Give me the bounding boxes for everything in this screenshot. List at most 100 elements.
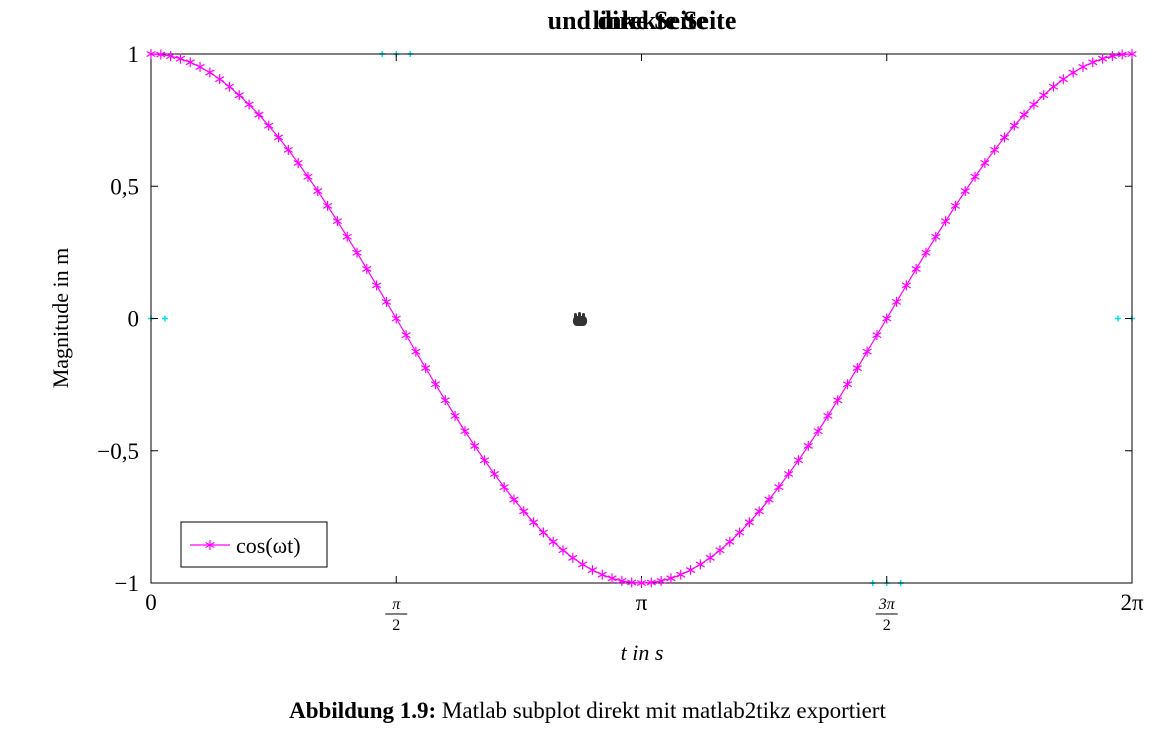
data-point — [774, 482, 784, 493]
data-point — [666, 573, 676, 584]
data-point — [607, 573, 617, 584]
data-point — [1097, 53, 1108, 64]
data-point — [636, 578, 647, 588]
data-point — [1068, 67, 1078, 78]
data-point — [764, 494, 774, 505]
data-point — [509, 494, 519, 505]
data-point — [558, 545, 568, 556]
data-point — [411, 346, 421, 357]
data-point — [950, 200, 961, 211]
x-tick-label: 0 — [145, 590, 157, 615]
data-point — [362, 263, 372, 274]
data-point — [470, 440, 480, 451]
data-point — [332, 216, 343, 227]
data-point — [656, 575, 666, 586]
data-point — [597, 569, 607, 580]
data-point — [1019, 109, 1029, 120]
plot-frame — [150, 53, 1133, 584]
data-point — [519, 506, 529, 517]
chart-title-overlay: linke Seite — [593, 6, 708, 35]
data-point — [440, 395, 450, 406]
data-point — [1009, 120, 1019, 131]
data-point — [224, 81, 235, 92]
data-point — [568, 552, 578, 563]
series-layer — [146, 49, 1137, 588]
data-point — [960, 186, 970, 197]
data-point — [882, 313, 892, 324]
data-point — [862, 346, 872, 357]
data-point — [627, 577, 637, 588]
chart-title: und direkte Seite — [548, 6, 737, 35]
data-point — [283, 144, 293, 155]
data-point — [842, 379, 853, 390]
data-point — [715, 545, 725, 556]
data-point — [1048, 81, 1059, 92]
data-point — [980, 158, 990, 169]
data-point — [685, 565, 696, 576]
svg-text:3π: 3π — [878, 596, 896, 613]
data-point — [695, 559, 705, 570]
svg-text:2: 2 — [883, 617, 891, 634]
data-point — [1117, 49, 1127, 60]
data-point — [793, 455, 804, 466]
data-point — [901, 280, 912, 291]
data-point — [401, 330, 411, 341]
data-point — [489, 468, 499, 479]
data-point — [479, 455, 490, 466]
data-point — [813, 426, 823, 437]
data-point — [264, 120, 274, 131]
x-tick-label: 2π — [1120, 590, 1144, 615]
x-tick-label: π2 — [385, 596, 408, 634]
data-point — [970, 171, 980, 182]
caption-label: Abbildung 1.9: — [289, 698, 437, 723]
data-point — [195, 61, 205, 72]
data-point — [1088, 57, 1098, 68]
data-point — [313, 186, 323, 197]
legend-label: cos(ωt) — [236, 533, 301, 558]
y-tick-label: 0,5 — [110, 174, 139, 199]
data-point — [1107, 51, 1118, 62]
svg-text:π: π — [392, 596, 401, 613]
data-point — [872, 330, 882, 341]
data-point — [381, 296, 392, 307]
x-tick-label: π — [636, 590, 648, 615]
data-point — [1039, 90, 1049, 101]
data-point — [528, 517, 539, 528]
data-point — [734, 527, 745, 538]
data-point — [146, 49, 156, 59]
data-point — [205, 67, 215, 78]
data-point — [175, 53, 186, 64]
data-point — [940, 216, 951, 227]
data-point — [450, 410, 460, 421]
data-point — [165, 51, 176, 62]
data-point — [273, 132, 284, 143]
data-point — [342, 231, 352, 242]
data-point — [646, 577, 656, 588]
y-tick-label: 1 — [128, 42, 140, 67]
data-point — [322, 200, 333, 211]
data-point — [352, 247, 362, 258]
y-axis-label: Magnitude in m — [48, 248, 73, 389]
figure-caption: Abbildung 1.9: Matlab subplot direkt mit… — [0, 698, 1175, 724]
data-point — [234, 90, 244, 101]
data-point — [1127, 49, 1137, 59]
series-line — [150, 53, 1133, 584]
data-point — [617, 575, 627, 586]
data-point — [244, 99, 254, 110]
data-point — [499, 482, 509, 493]
data-point — [185, 57, 195, 68]
data-point — [215, 74, 225, 85]
data-point — [990, 144, 1000, 155]
legend-marker — [205, 540, 215, 550]
data-point — [911, 263, 921, 274]
data-point — [784, 468, 794, 479]
ghost-series-layer — [148, 51, 1136, 586]
x-tick-label: 3π2 — [875, 596, 898, 634]
data-point — [460, 426, 470, 437]
data-point — [676, 569, 686, 580]
data-point — [587, 565, 598, 576]
y-tick-label: −0,5 — [97, 439, 139, 464]
data-point — [891, 296, 902, 307]
